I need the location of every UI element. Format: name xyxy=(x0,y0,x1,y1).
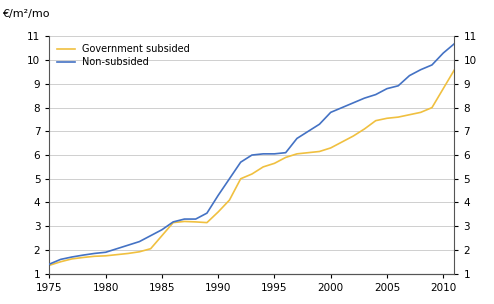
Government subsided xyxy=(317,150,323,153)
Non-subsided xyxy=(418,68,424,71)
Non-subsided xyxy=(429,63,435,67)
Government subsided xyxy=(249,172,255,176)
Non-subsided xyxy=(294,136,300,140)
Government subsided xyxy=(91,254,97,258)
Non-subsided xyxy=(317,123,323,126)
Non-subsided xyxy=(193,217,199,221)
Government subsided xyxy=(407,113,412,116)
Government subsided xyxy=(80,256,86,259)
Non-subsided xyxy=(226,177,232,181)
Government subsided xyxy=(294,152,300,156)
Non-subsided xyxy=(215,194,221,197)
Government subsided xyxy=(272,161,278,165)
Government subsided xyxy=(395,115,401,119)
Government subsided xyxy=(125,252,131,255)
Non-subsided xyxy=(46,262,52,266)
Government subsided xyxy=(58,260,64,264)
Non-subsided xyxy=(91,252,97,255)
Government subsided xyxy=(238,177,244,181)
Government subsided xyxy=(339,140,345,144)
Non-subsided xyxy=(395,84,401,88)
Government subsided xyxy=(373,119,379,123)
Government subsided xyxy=(429,106,435,109)
Non-subsided xyxy=(103,250,109,254)
Non-subsided xyxy=(373,93,379,96)
Non-subsided xyxy=(69,255,75,259)
Text: €/m²/mo: €/m²/mo xyxy=(2,9,50,19)
Legend: Government subsided, Non-subsided: Government subsided, Non-subsided xyxy=(53,40,194,71)
Non-subsided xyxy=(80,253,86,257)
Non-subsided xyxy=(305,130,311,133)
Government subsided xyxy=(170,221,176,224)
Government subsided xyxy=(328,146,333,150)
Non-subsided xyxy=(440,51,446,55)
Government subsided xyxy=(418,111,424,114)
Non-subsided xyxy=(204,211,210,215)
Government subsided xyxy=(136,250,142,254)
Non-subsided xyxy=(260,152,266,156)
Non-subsided xyxy=(272,152,278,156)
Non-subsided xyxy=(58,257,64,261)
Government subsided xyxy=(148,247,154,250)
Non-subsided xyxy=(362,96,368,100)
Non-subsided xyxy=(328,111,333,114)
Government subsided xyxy=(226,198,232,202)
Non-subsided xyxy=(136,240,142,244)
Non-subsided xyxy=(114,247,120,250)
Government subsided xyxy=(114,253,120,257)
Non-subsided xyxy=(181,217,187,221)
Non-subsided xyxy=(283,151,288,154)
Government subsided xyxy=(215,210,221,214)
Government subsided xyxy=(283,156,288,159)
Government subsided xyxy=(204,221,210,224)
Non-subsided xyxy=(125,243,131,247)
Government subsided xyxy=(350,134,356,138)
Government subsided xyxy=(69,257,75,261)
Non-subsided xyxy=(148,234,154,237)
Non-subsided xyxy=(452,42,457,45)
Government subsided xyxy=(452,68,457,71)
Government subsided xyxy=(46,264,52,267)
Non-subsided xyxy=(249,153,255,157)
Government subsided xyxy=(362,127,368,131)
Non-subsided xyxy=(170,220,176,224)
Non-subsided xyxy=(339,106,345,109)
Line: Non-subsided: Non-subsided xyxy=(49,43,454,264)
Government subsided xyxy=(305,151,311,154)
Non-subsided xyxy=(350,101,356,105)
Non-subsided xyxy=(238,160,244,164)
Non-subsided xyxy=(384,87,390,91)
Government subsided xyxy=(384,116,390,120)
Government subsided xyxy=(159,234,165,237)
Line: Government subsided: Government subsided xyxy=(49,70,454,265)
Government subsided xyxy=(260,165,266,169)
Non-subsided xyxy=(407,74,412,78)
Government subsided xyxy=(181,219,187,223)
Non-subsided xyxy=(159,228,165,232)
Government subsided xyxy=(193,220,199,224)
Government subsided xyxy=(103,254,109,258)
Government subsided xyxy=(440,87,446,91)
